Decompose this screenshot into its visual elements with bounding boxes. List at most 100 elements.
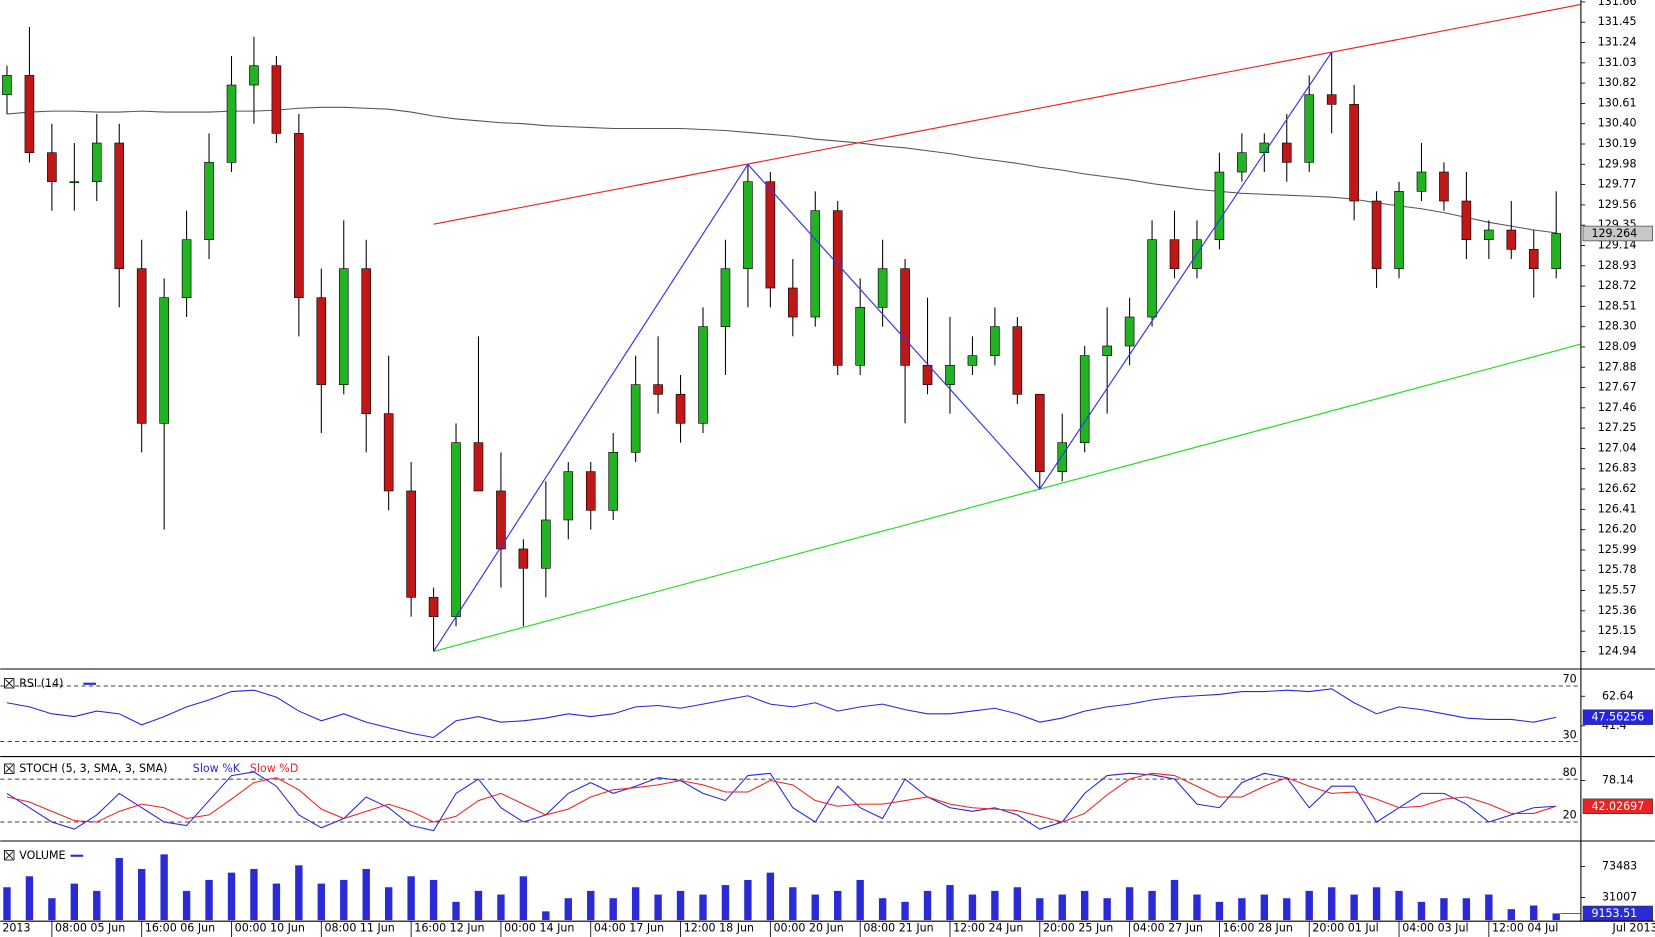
candle-body — [541, 519, 551, 569]
legend-entry: Slow %D — [250, 762, 298, 775]
pane-title: STOCH (5, 3, SMA, 3, SMA) — [19, 762, 167, 775]
volume-bar — [811, 894, 819, 921]
volume-bar — [1260, 894, 1269, 921]
candle-body — [743, 181, 753, 269]
candle-body — [1394, 191, 1404, 269]
y-tick-label: 131.45 — [1598, 15, 1637, 28]
volume-bar — [1530, 905, 1538, 921]
candle-body — [316, 297, 327, 385]
candle-body — [698, 326, 708, 424]
candle-body — [563, 471, 574, 521]
volume-bar — [1013, 887, 1022, 921]
value-box — [1582, 798, 1653, 814]
candle-body — [1124, 316, 1135, 347]
candle-body — [204, 162, 214, 241]
candle-body — [967, 355, 978, 366]
y-tick-label: 31007 — [1602, 890, 1637, 903]
volume-bar — [115, 858, 123, 921]
y-tick-label: 78.14 — [1602, 773, 1634, 786]
indicator-line — [6, 771, 1557, 832]
volume-bar — [1305, 890, 1313, 921]
volume-bar — [93, 890, 101, 921]
volume-bar — [1081, 890, 1089, 921]
candle-body — [765, 181, 776, 289]
candle-body — [1034, 394, 1045, 472]
volume-bar — [137, 868, 146, 921]
y-tick-label: 129.77 — [1598, 178, 1637, 191]
x-tick-label: 04:00 03 Jul — [1402, 922, 1468, 935]
y-tick-label: 131.03 — [1598, 56, 1637, 69]
value-box-label: 42.02697 — [1591, 800, 1644, 813]
volume-bar — [25, 876, 34, 921]
y-tick-label: 131.66 — [1598, 0, 1637, 8]
volume-bar — [1372, 887, 1381, 921]
volume-bar — [789, 887, 797, 921]
candle-body — [788, 287, 798, 318]
candle-body — [1484, 229, 1494, 241]
candle-body — [585, 471, 596, 511]
volume-bar — [699, 894, 707, 921]
candle-body — [406, 490, 416, 598]
candle-body — [383, 413, 394, 492]
volume-bar — [721, 885, 730, 921]
candle-body — [1304, 94, 1315, 163]
candle-body — [226, 84, 237, 163]
candle-body — [338, 268, 349, 385]
volume-bar — [991, 890, 999, 921]
volume-bar — [1193, 894, 1201, 921]
volume-bar — [1125, 887, 1134, 921]
volume-bar — [362, 868, 370, 921]
y-tick-label: 73483 — [1602, 859, 1637, 872]
candle-body — [1169, 239, 1180, 269]
candle-body — [249, 65, 259, 86]
volume-bar — [946, 885, 954, 921]
candle-body — [1551, 233, 1562, 269]
x-tick-label: 16:00 12 Jun — [414, 922, 484, 935]
volume-bar — [3, 887, 11, 921]
candle-body — [294, 133, 304, 298]
legend-entry: Slow %K — [193, 762, 241, 775]
y-tick-label: 125.15 — [1598, 624, 1637, 637]
y-tick-label: 126.83 — [1598, 462, 1637, 475]
pane-title: VOLUME — [19, 849, 65, 862]
candle-body — [832, 210, 843, 366]
candle-body — [136, 268, 147, 424]
trendline — [433, 3, 1582, 225]
volume-bar — [878, 898, 887, 921]
y-tick-label: 127.67 — [1598, 381, 1637, 394]
volume-bar — [609, 898, 617, 921]
y-tick-label: 128.51 — [1598, 299, 1637, 312]
candle-body — [720, 268, 731, 327]
candle-body — [2, 75, 12, 96]
y-tick-label: 126.20 — [1598, 523, 1637, 536]
candle-body — [181, 239, 192, 298]
x-tick-label: 04:00 17 Jun — [594, 922, 664, 935]
candle-body — [1349, 104, 1359, 202]
candle-body — [922, 365, 933, 385]
candle-body — [159, 297, 169, 424]
x-tick-label: 00:00 20 Jun — [774, 922, 844, 935]
candle-body — [1102, 345, 1112, 356]
volume-bar — [160, 854, 168, 921]
candle-body — [608, 451, 618, 511]
candle-body — [1281, 142, 1292, 163]
y-tick-label: 125.36 — [1598, 604, 1637, 617]
candle-body — [1214, 171, 1225, 241]
y-tick-label: 130.40 — [1598, 117, 1637, 130]
y-tick-label: 128.30 — [1598, 320, 1637, 333]
candle-body — [855, 307, 865, 366]
candle-body — [1012, 326, 1023, 395]
y-tick-label: 129.56 — [1598, 198, 1637, 211]
candle-body — [271, 65, 282, 134]
volume-bar — [1238, 898, 1246, 921]
x-tick-label: 08:00 05 Jun — [55, 922, 125, 935]
volume-bar — [856, 879, 864, 921]
volume-bar — [1327, 887, 1336, 921]
volume-bar — [1058, 894, 1066, 921]
candle-body — [1147, 239, 1157, 318]
y-tick-label: 126.41 — [1598, 502, 1637, 515]
volume-bar — [317, 883, 326, 921]
x-tick-label: 08:00 11 Jun — [324, 922, 394, 935]
volume-bar — [1036, 898, 1044, 921]
